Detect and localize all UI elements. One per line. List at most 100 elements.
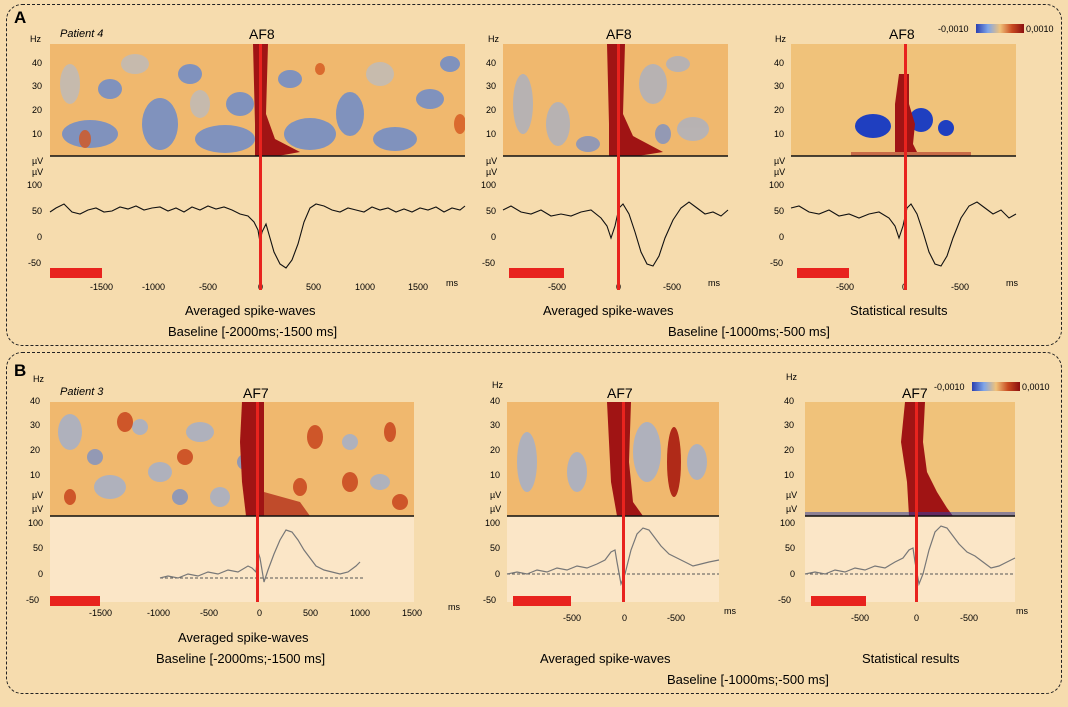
a1-time-tick: -1500: [90, 282, 114, 292]
a2-spike-line: [617, 44, 620, 290]
a3-caption: Statistical results: [850, 303, 948, 318]
b2-trace-svg: [506, 515, 720, 606]
section-a-frame: [6, 4, 1062, 346]
a-baseline-left: Baseline [-2000ms;-1500 ms]: [168, 324, 338, 339]
a1-caption: Averaged spike-waves: [185, 303, 316, 318]
a2-time-tick: -500: [548, 282, 567, 292]
b2-spike-line: [622, 402, 625, 602]
b1-hz-label: Hz: [33, 374, 44, 384]
b3-statistical-map: [805, 402, 1015, 516]
b1-time-tick: -500: [200, 608, 219, 618]
b1-time-frequency-map: [50, 402, 414, 516]
b1-freq-tick: 30: [30, 420, 41, 430]
b3-uv-tick: 50: [785, 543, 796, 553]
a2-uv-tick: -50: [482, 258, 496, 268]
a3-statistical-map: [791, 44, 1016, 156]
b1-uv-tick: 50: [33, 543, 44, 553]
a2-hz-label: Hz: [488, 34, 499, 44]
b3-freq-tick: 20: [784, 445, 795, 455]
b2-map-svg: [507, 402, 719, 516]
b-colorbar-max: 0,0010: [1022, 382, 1050, 392]
b-colorbar: [972, 382, 1020, 391]
a1-time-frequency-map: [50, 44, 465, 156]
b3-time-tick: -500: [960, 613, 979, 623]
b3-caption: Statistical results: [862, 651, 960, 666]
a1-uv-tick: 0: [37, 232, 43, 242]
a-baseline-right: Baseline [-1000ms;-500 ms]: [668, 324, 830, 339]
b1-uv-label-trace: µV: [32, 504, 44, 514]
b1-trace-background: [50, 517, 414, 602]
a1-freq-tick: 30: [32, 81, 43, 91]
b3-freq-tick: 40: [784, 396, 795, 406]
a3-uv-tick: 100: [769, 180, 785, 190]
b2-uv-label-map: µV: [490, 490, 502, 500]
b3-time-tick: -500: [851, 613, 870, 623]
a3-electrode-label: AF8: [889, 26, 915, 42]
section-b-patient-label: Patient 3: [60, 386, 104, 398]
a1-spike-line: [259, 44, 262, 290]
a1-time-tick: -500: [199, 282, 218, 292]
b1-uv-tick: 0: [38, 569, 44, 579]
b3-freq-tick: 10: [784, 470, 795, 480]
b1-time-tick: 1500: [402, 608, 423, 618]
b2-time-tick: -500: [563, 613, 582, 623]
b3-freq-tick: 30: [784, 420, 795, 430]
b2-hz-label: Hz: [492, 380, 503, 390]
b1-freq-tick: 40: [30, 396, 41, 406]
a2-uv-tick: 50: [486, 206, 497, 216]
a2-uv-tick: 100: [481, 180, 497, 190]
b3-uv-label-map: µV: [786, 490, 798, 500]
a1-time-tick: 500: [306, 282, 322, 292]
a1-time-unit: ms: [446, 278, 458, 288]
b1-freq-tick: 20: [30, 445, 41, 455]
a3-freq-tick: 30: [774, 81, 785, 91]
b3-time-tick: 0: [914, 613, 920, 623]
section-a-patient-label: Patient 4: [60, 28, 104, 40]
b2-time-unit: ms: [724, 606, 736, 616]
b1-time-unit: ms: [448, 602, 460, 612]
a2-caption: Averaged spike-waves: [543, 303, 674, 318]
a1-uv-label-map: µV: [32, 156, 44, 166]
a3-uv-label-trace: µV: [774, 167, 786, 177]
a1-uv-tick: -50: [28, 258, 42, 268]
a1-uv-tick: 50: [32, 206, 43, 216]
a3-freq-tick: 10: [774, 129, 785, 139]
a2-time-frequency-map: [503, 44, 728, 156]
b2-time-tick: 0: [622, 613, 628, 623]
a2-freq-tick: 10: [486, 129, 497, 139]
b3-time-unit: ms: [1016, 606, 1028, 616]
b2-uv-tick: -50: [483, 595, 497, 605]
b2-uv-tick: 0: [495, 569, 501, 579]
b1-spike-line: [256, 402, 259, 602]
b2-caption: Averaged spike-waves: [540, 651, 671, 666]
a1-map-svg: [50, 44, 465, 156]
a3-uv-tick: 0: [779, 232, 785, 242]
b1-trace-svg: [50, 515, 414, 606]
a3-uv-tick: 50: [774, 206, 785, 216]
a1-freq-tick: 10: [32, 129, 43, 139]
a3-freq-tick: 20: [774, 105, 785, 115]
a3-map-svg: [791, 44, 1016, 156]
a2-freq-tick: 40: [486, 58, 497, 68]
b1-time-tick: -1500: [89, 608, 113, 618]
b1-electrode-label: AF7: [243, 385, 269, 401]
a3-trace-svg: [790, 155, 1017, 278]
a3-time-tick: -500: [836, 282, 855, 292]
a-colorbar-min: -0,0010: [938, 24, 969, 34]
a-colorbar: [976, 24, 1024, 33]
b3-uv-tick: 0: [790, 569, 796, 579]
section-b-letter: B: [14, 361, 27, 380]
b-colorbar-min: -0,0010: [934, 382, 965, 392]
a2-uv-tick: 0: [491, 232, 497, 242]
b-baseline-right: Baseline [-1000ms;-500 ms]: [667, 672, 829, 687]
b3-map-svg: [805, 402, 1015, 516]
b3-spike-line: [915, 402, 918, 602]
b1-time-tick: 0: [257, 608, 263, 618]
a2-map-svg: [503, 44, 728, 156]
a2-time-tick: -500: [663, 282, 682, 292]
b3-uv-tick: 100: [780, 518, 796, 528]
section-a-letter: A: [14, 8, 27, 27]
b2-uv-label-trace: µV: [490, 504, 502, 514]
section-b-frame: [6, 352, 1062, 694]
